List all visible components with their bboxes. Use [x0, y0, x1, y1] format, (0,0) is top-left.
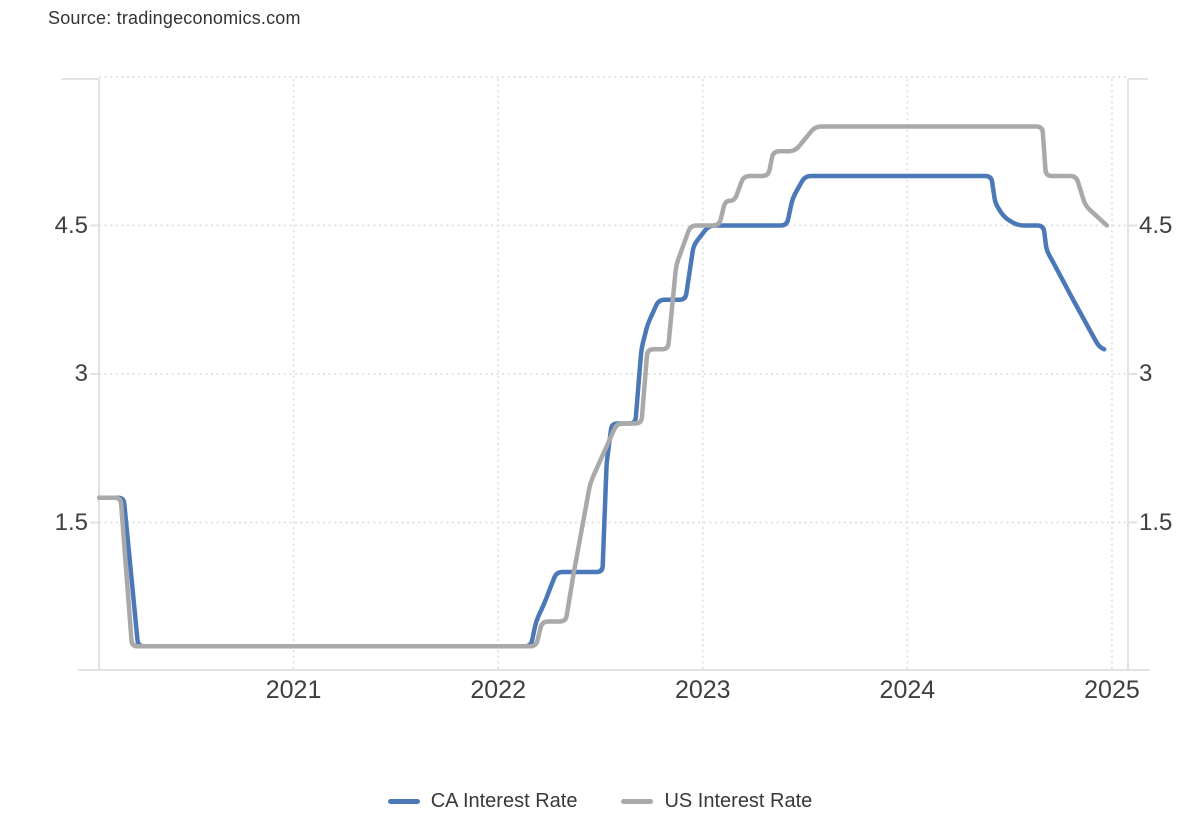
x-axis-label-year: 2024: [879, 676, 936, 704]
x-axis-label-year: 2022: [470, 676, 526, 704]
legend-item-us-interest-rate[interactable]: US Interest Rate: [621, 790, 812, 813]
x-axis-label-year: 2021: [265, 676, 322, 704]
x-axis-label-year: 2025: [1084, 676, 1140, 704]
legend-label-us: US Interest Rate: [664, 790, 813, 812]
us-line-swatch: [621, 799, 654, 804]
chart-plot-area[interactable]: [0, 0, 1200, 775]
y-axis-label-right: 3: [1139, 360, 1153, 387]
y-axis-label-right: 1.5: [1139, 508, 1173, 536]
y-axis-label-left: 4.5: [54, 211, 88, 239]
y-axis-label-right: 4.5: [1139, 211, 1173, 239]
us-series-line[interactable]: [96, 124, 1110, 649]
y-axis-label-left: 1.5: [54, 508, 88, 536]
y-axis-label-left: 3: [74, 360, 88, 387]
ca-line-swatch: [387, 799, 420, 804]
legend-label-ca: CA Interest Rate: [430, 790, 578, 812]
ca-series-line[interactable]: [96, 173, 1107, 649]
x-axis-label-year: 2023: [674, 676, 731, 704]
legend-item-ca-interest-rate[interactable]: CA Interest Rate: [387, 790, 578, 813]
source-label: Source: tradingeconomics.com: [48, 8, 301, 28]
chart-legend: CA Interest Rate US Interest Rate: [0, 790, 1200, 813]
